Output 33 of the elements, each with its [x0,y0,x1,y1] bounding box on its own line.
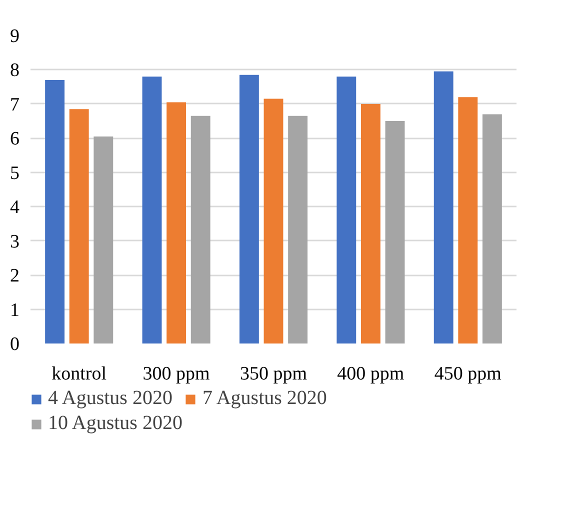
bar [166,102,186,344]
bar [288,116,308,344]
y-tick-label: 6 [10,128,20,150]
x-tick-label: 400 ppm [337,364,404,384]
bar [239,74,259,344]
bar [69,109,89,344]
legend-label: 4 Agustus 2020 [48,387,172,410]
bar [264,98,284,344]
x-tick-label: kontrol [52,364,107,384]
x-tick-label: 300 ppm [142,364,210,384]
bar [360,104,380,344]
y-tick-label: 9 [10,26,20,47]
bar [45,80,65,344]
y-tick-label: 0 [10,334,20,355]
bar [190,116,210,344]
legend-label: 7 Agustus 2020 [202,387,327,410]
y-tick-label: 5 [10,162,20,184]
y-tick-label: 2 [10,266,20,287]
legend-label: 10 Agustus 2020 [48,412,182,435]
bar [336,76,356,344]
bar [458,97,478,344]
x-tick-label: 350 ppm [240,364,308,384]
y-tick-label: 3 [10,231,20,252]
y-tick-label: 4 [10,197,20,218]
bar [434,71,454,344]
bar [385,121,405,344]
y-tick-label: 1 [10,300,20,321]
bar [482,114,502,344]
x-tick-label: 450 ppm [434,364,502,384]
y-tick-label: 7 [10,94,20,116]
bar [94,136,114,344]
y-tick-label: 8 [10,60,20,82]
bar [142,76,162,344]
